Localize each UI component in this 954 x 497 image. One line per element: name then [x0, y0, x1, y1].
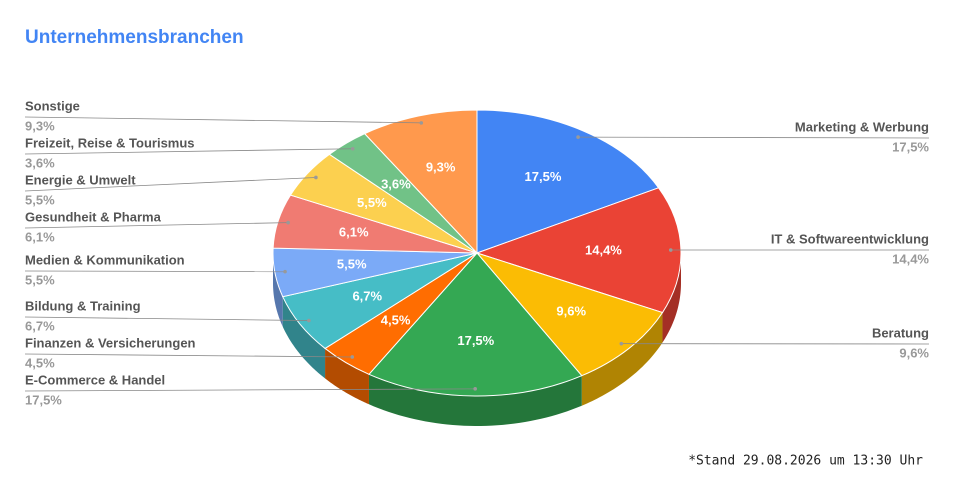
slice: [368, 252, 583, 397]
data-label: 17,5%: [525, 169, 562, 184]
slice-side: [282, 296, 326, 379]
label-value: 5,5%: [25, 272, 55, 287]
label-name: Sonstige: [25, 98, 80, 113]
slice: [363, 109, 478, 255]
label-name: Medien & Kommunikation: [25, 252, 185, 267]
slice-side: [368, 374, 582, 426]
leader-line: [24, 222, 289, 229]
label-name: Beratung: [872, 325, 929, 340]
leader-line: [24, 116, 422, 124]
chart-title: Unternehmensbranchen: [25, 27, 244, 48]
slice: [476, 109, 660, 254]
data-label: 14,4%: [585, 242, 622, 257]
label-name: Freizeit, Reise & Tourismus: [25, 135, 195, 150]
data-label: 6,1%: [339, 225, 369, 240]
label-name: Gesundheit & Pharma: [25, 209, 162, 224]
leader-line: [24, 270, 286, 273]
leader-dot: [286, 220, 290, 225]
leader-dot: [307, 318, 311, 323]
leader-dot: [350, 355, 355, 359]
leader-dot: [619, 341, 624, 346]
leader-line: [24, 148, 353, 155]
slice-side: [273, 253, 283, 327]
label-name: Finanzen & Versicherungen: [25, 335, 196, 350]
leader-line: [24, 316, 309, 321]
leader-dot: [314, 175, 318, 180]
data-label: 5,5%: [337, 257, 367, 272]
data-label: 3,6%: [381, 176, 411, 191]
label-name: IT & Softwareentwicklung: [771, 231, 929, 246]
leader-line: [24, 388, 476, 392]
slice-side: [325, 348, 369, 405]
data-label: 9,6%: [556, 304, 586, 319]
label-name: Marketing & Werbung: [795, 119, 929, 134]
label-value: 6,1%: [25, 229, 55, 244]
label-value: 6,7%: [25, 318, 55, 333]
label-value: 4,5%: [25, 355, 55, 370]
label-name: Energie & Umwelt: [25, 172, 136, 187]
label-value: 9,3%: [25, 118, 55, 133]
pie: [272, 109, 682, 426]
label-value: 17,5%: [892, 139, 929, 154]
leader-dot: [576, 135, 580, 139]
data-label: 9,3%: [426, 160, 456, 175]
leader-dot: [473, 387, 477, 391]
label-name: Bildung & Training: [25, 298, 141, 313]
data-label: 6,7%: [352, 289, 382, 304]
data-label: 4,5%: [381, 312, 411, 327]
label-value: 14,4%: [892, 251, 929, 266]
footnote: *Stand 29.08.2026 um 13:30 Uhr: [688, 454, 923, 469]
leader-dot: [350, 146, 355, 151]
label-value: 5,5%: [25, 192, 55, 207]
data-label: 5,5%: [357, 195, 387, 210]
slice-side: [662, 253, 681, 343]
slice-side: [581, 312, 663, 406]
label-value: 3,6%: [25, 155, 55, 170]
leader-line: [578, 136, 930, 139]
data-label: 17,5%: [457, 333, 494, 348]
leader-dot: [419, 121, 424, 125]
leader-line: [24, 353, 353, 358]
label-name: E-Commerce & Handel: [25, 372, 165, 387]
leader-dot: [668, 248, 673, 252]
leader-line: [24, 177, 316, 192]
label-value: 9,6%: [899, 345, 929, 360]
label-value: 17,5%: [25, 392, 62, 407]
slice: [475, 251, 664, 377]
leader-dot: [283, 269, 287, 274]
